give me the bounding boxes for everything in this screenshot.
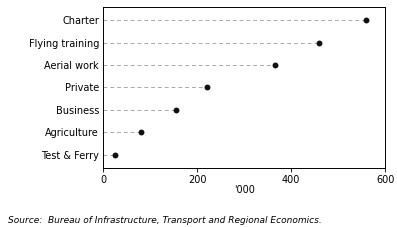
X-axis label: '000: '000 [234, 185, 254, 195]
Text: Source:  Bureau of Infrastructure, Transport and Regional Economics.: Source: Bureau of Infrastructure, Transp… [8, 216, 322, 225]
Point [203, 86, 210, 89]
Point [173, 108, 179, 112]
Point [363, 18, 370, 22]
Point [138, 130, 144, 134]
Point [316, 41, 322, 44]
Point [112, 153, 118, 156]
Point [272, 63, 278, 67]
